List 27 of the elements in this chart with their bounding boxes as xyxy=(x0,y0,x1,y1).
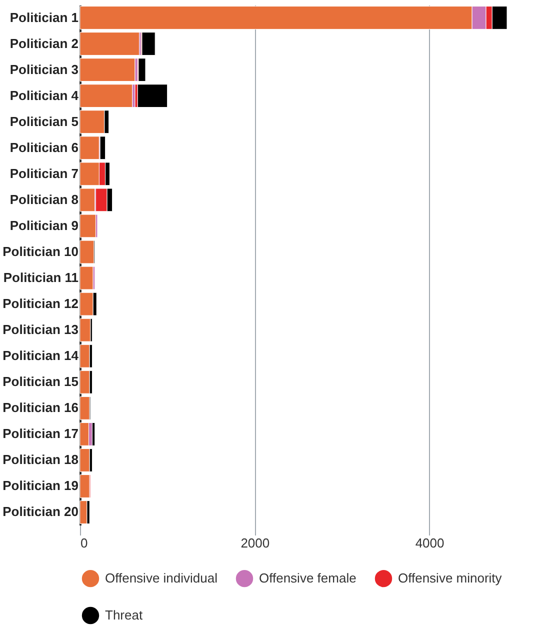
y-tick-label: Politician 15 xyxy=(2,374,78,390)
x-tick-label: 4000 xyxy=(415,536,444,550)
y-tick-label: Politician 3 xyxy=(10,62,78,77)
y-tick-label: Politician 11 xyxy=(3,270,78,286)
y-tick-label: Politician 4 xyxy=(10,88,80,103)
y-tick-label: Politician 1 xyxy=(10,10,78,25)
y-tick-label: Politician 8 xyxy=(10,192,78,207)
y-tick-label: Politician 20 xyxy=(2,504,78,520)
y-tick-label: Politician 12 xyxy=(2,296,78,312)
y-tick-label: Politician 16 xyxy=(2,400,78,416)
legend-label: Threat xyxy=(105,608,143,622)
x-tick-label: 0 xyxy=(80,536,88,550)
y-tick-label: Politician 9 xyxy=(10,218,78,233)
y-tick-label: Politician 6 xyxy=(10,140,78,155)
y-tick-label: Politician 18 xyxy=(2,452,78,468)
y-tick-label: Politician 2 xyxy=(10,36,78,51)
y-tick-label: Politician 19 xyxy=(2,478,78,494)
y-tick-label: Politician 13 xyxy=(2,322,78,338)
legend-label: Offensive individual xyxy=(105,570,218,586)
x-tick-label: 2000 xyxy=(240,536,270,550)
legend-label: Offensive female xyxy=(259,570,356,586)
y-tick-label: Politician 17 xyxy=(2,426,78,442)
y-tick-label: Politician 5 xyxy=(10,114,78,129)
y-tick-label: Politician 10 xyxy=(2,244,78,259)
y-tick-label: Politician 7 xyxy=(10,166,78,181)
legend-label: Offensive minority xyxy=(398,570,502,586)
y-tick-label: Politician 14 xyxy=(2,348,80,364)
